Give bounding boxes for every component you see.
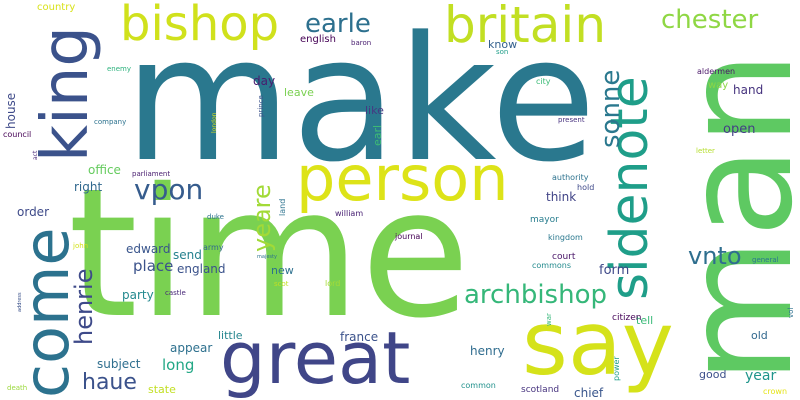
word-house: house <box>4 92 18 129</box>
word-lord: lord <box>325 279 341 288</box>
word-long: long <box>162 356 195 374</box>
word-year: year <box>745 368 777 384</box>
word-commons: commons <box>532 261 572 270</box>
word-haue: haue <box>82 370 137 395</box>
word-party: party <box>122 288 154 302</box>
word-come: come <box>10 227 83 398</box>
word-england: england <box>177 262 226 276</box>
word-subject: subject <box>97 357 141 371</box>
word-archbishop: archbishop <box>464 280 607 310</box>
word-vpon: vpon <box>134 173 204 206</box>
word-britain: britain <box>444 0 607 54</box>
word-like: like <box>365 104 384 117</box>
word-earl: earl <box>371 124 384 146</box>
word-open: open <box>723 122 756 137</box>
word-king: king <box>29 25 103 162</box>
word-country: country <box>37 2 76 13</box>
word-address: address <box>17 292 23 312</box>
word-yeare: yeare <box>248 184 276 252</box>
word-know: know <box>488 38 518 51</box>
word-aldermen: aldermen <box>697 67 736 76</box>
word-leave: leave <box>284 86 314 99</box>
word-right: right <box>74 180 103 194</box>
word-crown: crown <box>763 387 788 396</box>
word-sonne: sonne <box>596 69 626 148</box>
word-hand: hand <box>733 83 764 97</box>
word-prince: prince <box>257 95 265 117</box>
word-man: man <box>652 50 800 384</box>
word-make: make <box>124 0 597 200</box>
word-vol: vol <box>787 307 795 318</box>
word-think: think <box>546 190 577 204</box>
word-death: death <box>7 384 28 392</box>
word-enemy: enemy <box>107 65 132 73</box>
word-office: office <box>88 163 121 177</box>
word-order: order <box>17 205 49 219</box>
word-state: state <box>148 383 176 396</box>
word-little: little <box>218 329 243 342</box>
word-company: company <box>94 118 127 126</box>
word-vnto: vnto <box>688 242 742 270</box>
word-henry: henry <box>470 344 505 358</box>
word-chief: chief <box>574 386 604 400</box>
word-hold: hold <box>577 183 595 192</box>
word-english: english <box>300 34 336 45</box>
word-old: old <box>751 329 768 342</box>
word-son: son <box>496 48 509 56</box>
word-edward: edward <box>126 242 171 256</box>
word-common: common <box>461 381 496 390</box>
word-parliament: parliament <box>132 170 171 178</box>
word-william: william <box>335 209 364 218</box>
word-court: court <box>552 252 576 262</box>
word-act: act <box>32 150 39 160</box>
word-tell: tell <box>636 314 654 327</box>
word-john: john <box>73 242 89 250</box>
word-earle: earle <box>305 9 371 39</box>
word-day: day <box>253 74 276 88</box>
word-power: power <box>612 356 621 381</box>
word-city: city <box>536 77 551 86</box>
word-letter: letter <box>696 147 715 155</box>
word-great: great <box>220 316 411 400</box>
word-baron: baron <box>351 39 372 47</box>
word-new: new <box>271 264 294 277</box>
word-send: send <box>173 248 202 262</box>
word-henrie: henrie <box>70 268 98 346</box>
word-army: army <box>203 243 224 252</box>
word-place: place <box>133 257 174 275</box>
word-citizen: citizen <box>612 313 642 323</box>
word-duke: duke <box>207 213 224 221</box>
word-form: form <box>599 263 630 278</box>
word-majesty: majesty <box>257 254 277 260</box>
word-say: say <box>522 292 674 395</box>
word-france: france <box>340 330 379 344</box>
word-castle: castle <box>165 289 186 297</box>
word-time: time <box>68 150 471 357</box>
word-council: council <box>3 130 32 139</box>
word-bishop: bishop <box>120 0 280 52</box>
word-scot: scot <box>274 280 289 288</box>
word-appear: appear <box>170 341 213 355</box>
word-war: war <box>545 313 553 326</box>
word-present: present <box>558 116 585 124</box>
word-london: london <box>211 112 218 133</box>
word-way: way <box>708 80 729 91</box>
word-good: good <box>699 368 727 381</box>
word-land: land <box>278 198 287 216</box>
word-person: person <box>296 142 509 215</box>
word-kingdom: kingdom <box>548 233 583 242</box>
word-mayor: mayor <box>530 215 559 225</box>
word-chester: chester <box>661 5 759 35</box>
word-authority: authority <box>552 173 589 182</box>
word-general: general <box>752 256 779 264</box>
word-journal: journal <box>395 232 423 241</box>
word-scotland: scotland <box>521 385 560 395</box>
